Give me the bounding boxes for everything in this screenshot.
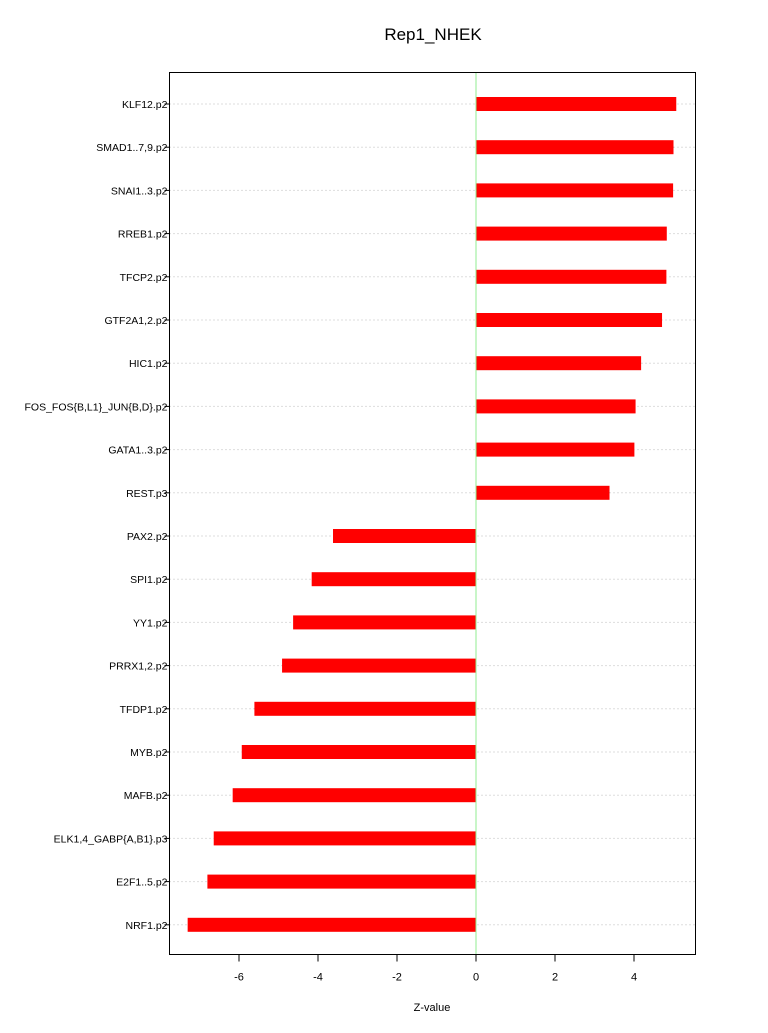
x-tick-label: 4 <box>631 972 637 984</box>
y-tick-label: FOS_FOS{B,L1}_JUN{B,D}.p2 <box>25 401 168 413</box>
bar <box>282 658 476 673</box>
y-tick-label: PRRX1,2.p2 <box>109 661 168 673</box>
y-tick-label: GATA1..3.p2 <box>108 445 167 457</box>
bar <box>476 356 642 371</box>
bar <box>333 529 476 543</box>
y-tick-label: GTF2A1,2.p2 <box>104 315 167 327</box>
y-tick-label: HIC1.p2 <box>129 358 168 370</box>
bar <box>311 572 476 587</box>
y-tick-label: RREB1.p2 <box>118 229 168 241</box>
bar <box>476 269 667 284</box>
y-tick-label: MAFB.p2 <box>124 790 168 802</box>
y-tick-label: KLF12.p2 <box>122 99 168 111</box>
y-tick-label: YY1.p2 <box>133 617 168 629</box>
bar <box>476 442 635 457</box>
bars <box>187 97 677 932</box>
y-tick-label: E2F1..5.p2 <box>116 877 168 889</box>
y-tick-label: NRF1.p2 <box>125 920 167 932</box>
bar <box>293 615 476 630</box>
bar <box>254 701 476 716</box>
y-axis-ticks: KLF12.p2 SMAD1..7,9.p2 SNAI1..3.p2 RREB1.p2… <box>25 99 170 932</box>
x-tick-label: -6 <box>234 972 244 984</box>
bar <box>207 874 476 889</box>
bar <box>187 917 476 932</box>
y-tick-label: SNAI1..3.p2 <box>111 185 168 197</box>
plot-frame <box>169 72 696 955</box>
x-tick-label: -4 <box>313 972 323 984</box>
bar <box>476 97 677 111</box>
bar <box>476 226 667 241</box>
x-axis-label: Z-value <box>414 1002 451 1014</box>
y-tick-label: REST.p3 <box>126 488 168 500</box>
y-tick-label: SMAD1..7,9.p2 <box>96 142 167 154</box>
x-axis-ticks: -6 -4 -2 0 2 4 <box>234 954 637 984</box>
y-tick-label: MYB.p2 <box>130 747 168 759</box>
bar <box>232 788 476 803</box>
y-tick-label: TFCP2.p2 <box>120 272 168 284</box>
bar <box>476 313 663 327</box>
x-tick-label: 2 <box>552 972 558 984</box>
bar <box>241 745 476 759</box>
bar <box>476 183 674 198</box>
x-tick-label: 0 <box>473 972 479 984</box>
x-tick-label: -2 <box>392 972 402 984</box>
y-tick-label: PAX2.p2 <box>127 531 168 543</box>
y-tick-label: TFDP1.p2 <box>120 704 168 716</box>
y-tick-label: ELK1,4_GABP{A,B1}.p3 <box>54 833 168 845</box>
bar <box>213 831 476 846</box>
bar <box>476 140 674 155</box>
y-tick-label: SPI1.p2 <box>130 574 168 586</box>
bar <box>476 485 610 500</box>
chart-title: Rep1_NHEK <box>384 25 482 44</box>
bar <box>476 399 636 414</box>
